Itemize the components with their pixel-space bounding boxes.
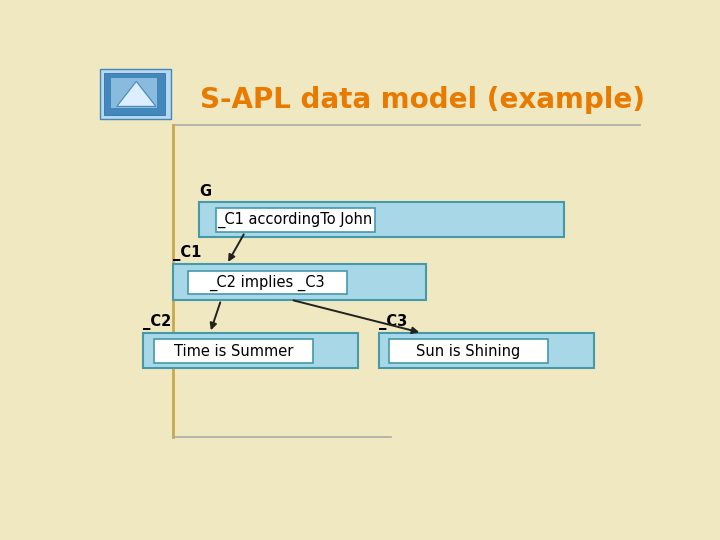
Text: _C1: _C1: [173, 245, 201, 261]
FancyBboxPatch shape: [154, 339, 313, 363]
Text: Time is Summer: Time is Summer: [174, 343, 293, 359]
Text: _C2 implies _C3: _C2 implies _C3: [210, 274, 325, 291]
FancyBboxPatch shape: [379, 333, 594, 368]
FancyBboxPatch shape: [389, 339, 548, 363]
FancyBboxPatch shape: [188, 271, 347, 294]
Text: _C3: _C3: [379, 314, 408, 329]
Polygon shape: [117, 82, 156, 106]
Text: G: G: [199, 184, 211, 199]
Text: S-APL data model (example): S-APL data model (example): [199, 86, 644, 114]
Polygon shape: [111, 78, 157, 109]
FancyBboxPatch shape: [143, 333, 358, 368]
Polygon shape: [100, 69, 171, 119]
Text: _C1 accordingTo John: _C1 accordingTo John: [217, 212, 373, 228]
FancyBboxPatch shape: [199, 202, 564, 238]
Polygon shape: [104, 73, 166, 114]
Text: Sun is Shining: Sun is Shining: [416, 343, 520, 359]
FancyBboxPatch shape: [173, 265, 426, 300]
Text: _C2: _C2: [143, 314, 171, 329]
FancyBboxPatch shape: [215, 208, 374, 232]
